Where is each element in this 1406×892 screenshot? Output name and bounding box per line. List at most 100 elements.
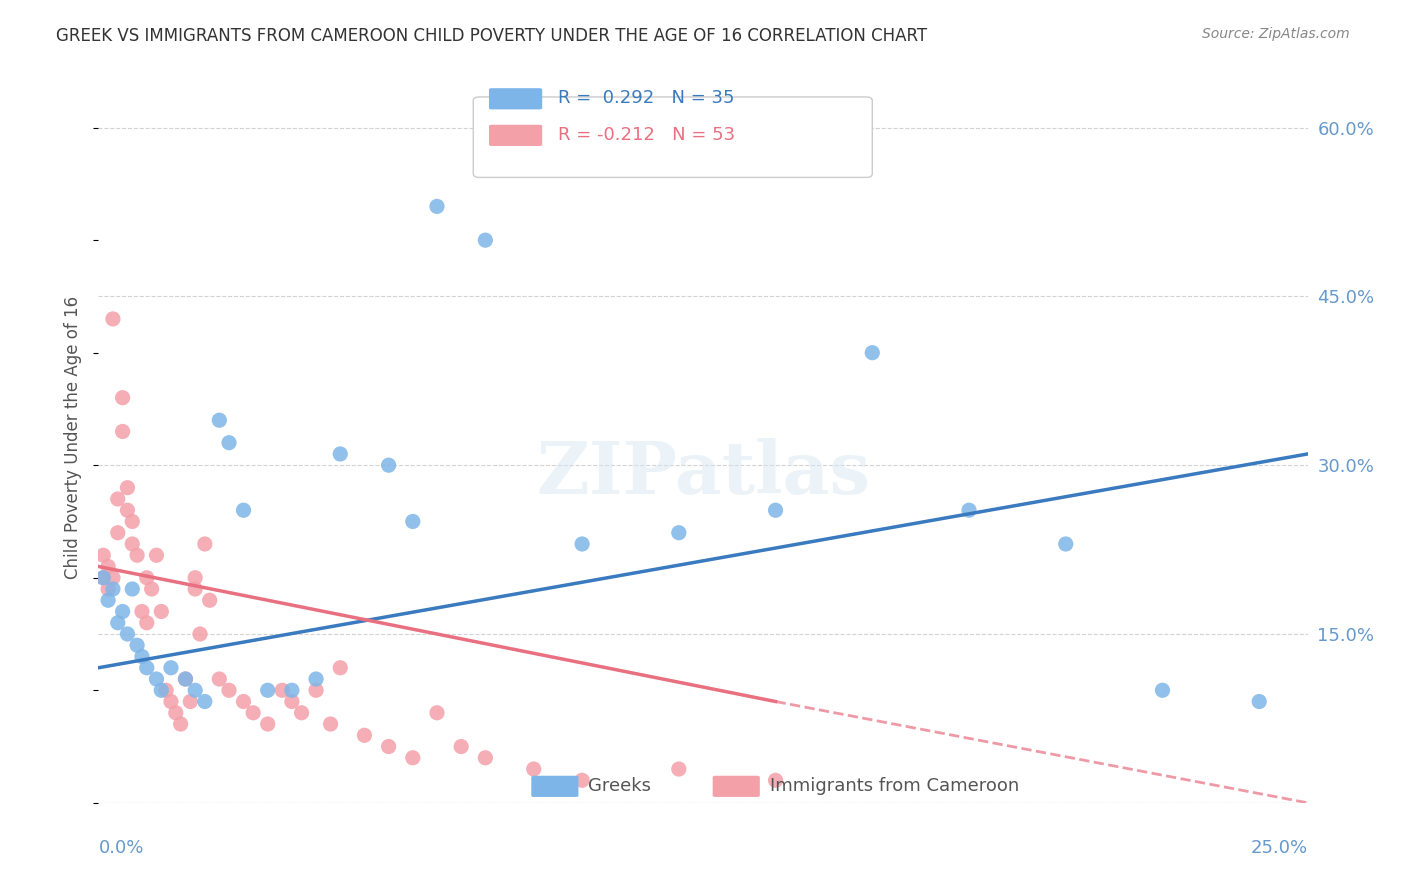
FancyBboxPatch shape <box>489 88 543 110</box>
Text: 25.0%: 25.0% <box>1250 839 1308 857</box>
Point <box>131 649 153 664</box>
Point <box>281 694 304 708</box>
Point <box>194 694 217 708</box>
Point <box>402 515 425 529</box>
Point <box>377 458 399 473</box>
Point <box>101 571 124 585</box>
Text: Source: ZipAtlas.com: Source: ZipAtlas.com <box>1202 27 1350 41</box>
Point <box>281 683 304 698</box>
Point <box>101 312 124 326</box>
FancyBboxPatch shape <box>713 776 759 797</box>
Point <box>150 683 173 698</box>
Point <box>91 571 114 585</box>
Point <box>1054 537 1077 551</box>
Point <box>198 593 221 607</box>
Point <box>305 683 328 698</box>
Point <box>329 447 352 461</box>
Point <box>145 672 167 686</box>
Text: 0.0%: 0.0% <box>98 839 143 857</box>
Point <box>765 503 787 517</box>
Point <box>97 559 120 574</box>
Point <box>101 582 124 596</box>
Point <box>402 751 425 765</box>
Point <box>194 537 217 551</box>
Point <box>117 627 139 641</box>
Point <box>474 233 496 247</box>
Point <box>174 672 197 686</box>
Point <box>571 537 593 551</box>
Text: GREEK VS IMMIGRANTS FROM CAMEROON CHILD POVERTY UNDER THE AGE OF 16 CORRELATION : GREEK VS IMMIGRANTS FROM CAMEROON CHILD … <box>56 27 928 45</box>
Point <box>150 605 173 619</box>
Point <box>271 683 294 698</box>
Y-axis label: Child Poverty Under the Age of 16: Child Poverty Under the Age of 16 <box>65 295 83 579</box>
Point <box>91 571 114 585</box>
Point <box>111 425 134 439</box>
Point <box>107 525 129 540</box>
Point <box>218 683 240 698</box>
Point <box>450 739 472 754</box>
Point <box>127 548 149 562</box>
Point <box>256 717 278 731</box>
Point <box>97 593 120 607</box>
Point <box>668 525 690 540</box>
FancyBboxPatch shape <box>531 776 578 797</box>
Point <box>107 491 129 506</box>
Point <box>135 571 157 585</box>
Point <box>165 706 187 720</box>
Point <box>426 706 449 720</box>
Point <box>668 762 690 776</box>
Point <box>169 717 191 731</box>
Point <box>184 571 207 585</box>
Point <box>184 683 207 698</box>
Point <box>232 503 254 517</box>
Text: R = -0.212   N = 53: R = -0.212 N = 53 <box>558 126 735 144</box>
Point <box>160 661 183 675</box>
Point <box>188 627 211 641</box>
Point <box>474 751 496 765</box>
Point <box>111 605 134 619</box>
Point <box>111 391 134 405</box>
Point <box>127 638 149 652</box>
Point <box>141 582 163 596</box>
Point <box>179 694 201 708</box>
Point <box>1152 683 1174 698</box>
Point <box>208 413 231 427</box>
Point <box>131 605 153 619</box>
Point <box>121 515 143 529</box>
Point <box>107 615 129 630</box>
Text: Greeks: Greeks <box>588 777 651 795</box>
Point <box>377 739 399 754</box>
Text: Immigrants from Cameroon: Immigrants from Cameroon <box>769 777 1019 795</box>
Point <box>765 773 787 788</box>
Point <box>121 582 143 596</box>
Point <box>184 582 207 596</box>
Point <box>135 661 157 675</box>
Point <box>145 548 167 562</box>
Point <box>160 694 183 708</box>
FancyBboxPatch shape <box>489 125 543 146</box>
Point <box>117 503 139 517</box>
Point <box>97 582 120 596</box>
Point <box>174 672 197 686</box>
Point <box>523 762 546 776</box>
Point <box>218 435 240 450</box>
Point <box>135 615 157 630</box>
Text: R =  0.292   N = 35: R = 0.292 N = 35 <box>558 89 734 107</box>
FancyBboxPatch shape <box>474 97 872 178</box>
Point <box>305 672 328 686</box>
Point <box>121 537 143 551</box>
Point <box>242 706 264 720</box>
Point <box>571 773 593 788</box>
Point <box>329 661 352 675</box>
Point <box>957 503 980 517</box>
Point <box>353 728 375 742</box>
Point <box>256 683 278 698</box>
Text: ZIPatlas: ZIPatlas <box>536 438 870 509</box>
Point <box>290 706 312 720</box>
Point <box>319 717 342 731</box>
Point <box>155 683 177 698</box>
Point <box>117 481 139 495</box>
Point <box>426 199 449 213</box>
Point <box>232 694 254 708</box>
Point <box>860 345 883 359</box>
